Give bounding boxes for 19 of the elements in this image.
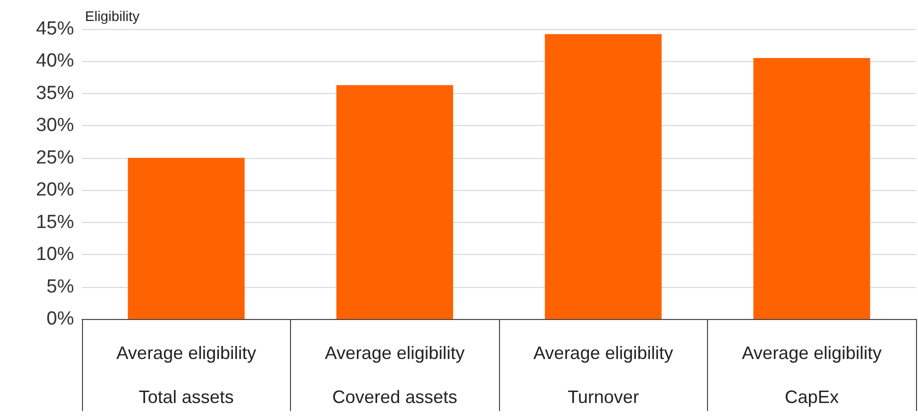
- bar: [544, 34, 662, 319]
- bar: [336, 85, 454, 319]
- bar: [753, 58, 870, 319]
- y-tick-label: 15%: [36, 212, 74, 233]
- y-tick-label: 0%: [46, 308, 74, 330]
- y-tick-label: 10%: [36, 244, 74, 266]
- y-tick-label: 5%: [46, 276, 74, 298]
- category-label: Average eligibility Turnover: [533, 343, 674, 407]
- y-tick-label: 40%: [36, 50, 74, 72]
- category-label: Average eligibility Covered assets: [324, 343, 465, 407]
- category-label: Average eligibility CapEx: [742, 343, 882, 407]
- category-label: Average eligibility Total assets: [116, 343, 256, 407]
- y-tick-label: 45%: [36, 18, 74, 40]
- y-tick-label: 20%: [36, 180, 74, 201]
- y-axis-title: Eligibility: [85, 8, 140, 24]
- y-tick-label: 35%: [36, 82, 74, 104]
- bar: [128, 158, 245, 319]
- y-tick-label: 25%: [36, 147, 74, 168]
- y-tick-label: 30%: [36, 115, 74, 136]
